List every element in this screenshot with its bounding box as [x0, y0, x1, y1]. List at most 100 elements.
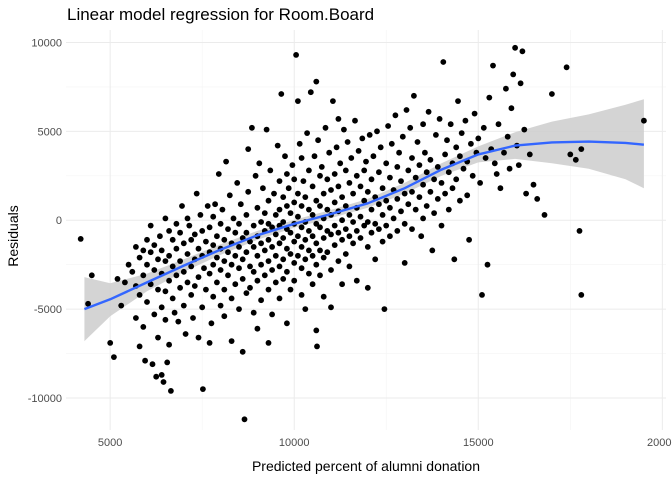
data-point — [254, 252, 261, 259]
data-point — [85, 300, 91, 307]
data-point — [335, 229, 342, 236]
data-point — [479, 292, 485, 298]
data-point — [153, 373, 160, 380]
data-point — [344, 139, 351, 145]
data-point — [339, 281, 345, 288]
data-point — [306, 167, 312, 174]
data-point — [317, 247, 323, 254]
x-axis-title: Predicted percent of alumni donation — [252, 458, 480, 474]
data-point — [392, 112, 399, 119]
data-point — [451, 256, 458, 263]
data-point — [434, 196, 441, 202]
data-point — [200, 386, 206, 392]
data-point — [258, 297, 264, 304]
data-point — [195, 245, 202, 252]
data-point — [250, 244, 257, 250]
data-point — [427, 188, 434, 195]
data-point — [480, 124, 487, 131]
data-point — [306, 206, 312, 213]
data-point — [317, 172, 323, 179]
data-point — [412, 206, 419, 213]
data-point — [278, 91, 285, 97]
data-point — [243, 290, 250, 296]
data-point — [475, 135, 482, 142]
data-point — [572, 156, 579, 163]
data-point — [388, 140, 395, 147]
data-point — [313, 261, 320, 268]
data-point — [284, 320, 290, 327]
data-point — [144, 261, 150, 268]
data-point — [506, 165, 513, 172]
data-point — [223, 158, 230, 165]
data-point — [342, 251, 349, 257]
data-point — [409, 188, 415, 195]
data-point — [241, 416, 248, 423]
data-point — [431, 176, 437, 183]
data-point — [309, 183, 316, 190]
data-point — [468, 140, 474, 147]
data-point — [298, 292, 305, 298]
data-point — [282, 153, 288, 160]
data-point — [364, 219, 371, 225]
data-point — [171, 309, 178, 316]
data-point — [190, 315, 196, 321]
data-point — [328, 231, 334, 238]
data-point — [169, 236, 176, 243]
data-point — [232, 281, 239, 288]
data-point — [342, 226, 349, 233]
data-point — [302, 194, 309, 201]
data-point — [385, 123, 391, 129]
data-point — [447, 121, 454, 128]
data-point — [274, 142, 281, 149]
data-point — [414, 139, 421, 145]
data-point — [188, 236, 195, 243]
data-point — [422, 149, 428, 156]
data-point — [245, 146, 252, 153]
grid — [66, 30, 666, 430]
data-point — [168, 388, 174, 394]
data-point — [276, 263, 283, 270]
data-point — [328, 187, 334, 193]
data-point — [471, 110, 478, 117]
data-point — [346, 263, 353, 270]
x-tick-label: 5000 — [98, 437, 122, 449]
data-point — [263, 126, 270, 133]
data-point — [236, 265, 242, 272]
data-point — [379, 185, 386, 192]
data-point — [295, 190, 301, 197]
data-point — [409, 226, 415, 233]
data-point — [495, 121, 502, 128]
data-point — [425, 108, 432, 115]
data-point — [364, 244, 371, 250]
confidence-band-layer — [84, 99, 644, 342]
data-point — [269, 267, 275, 273]
data-point — [188, 292, 195, 298]
data-point — [433, 132, 439, 138]
data-point — [416, 162, 423, 169]
data-point — [368, 206, 375, 213]
data-point — [265, 236, 272, 243]
data-point — [291, 238, 298, 245]
data-point — [324, 176, 331, 183]
data-point — [221, 286, 228, 293]
data-point — [276, 178, 283, 185]
data-point — [309, 252, 316, 259]
data-point — [136, 343, 143, 350]
data-point — [256, 160, 263, 167]
data-point — [376, 201, 382, 208]
data-point — [398, 208, 404, 215]
data-point — [221, 236, 228, 243]
data-point — [149, 361, 156, 368]
data-point — [394, 164, 401, 170]
data-point — [258, 219, 264, 225]
data-point — [387, 174, 393, 181]
data-point — [460, 165, 467, 172]
data-point — [284, 268, 290, 275]
data-point — [293, 52, 299, 58]
data-point — [285, 185, 292, 192]
data-point — [357, 213, 364, 220]
data-point — [331, 171, 338, 177]
data-point — [239, 348, 246, 355]
data-point — [493, 171, 500, 177]
data-point — [322, 124, 329, 131]
